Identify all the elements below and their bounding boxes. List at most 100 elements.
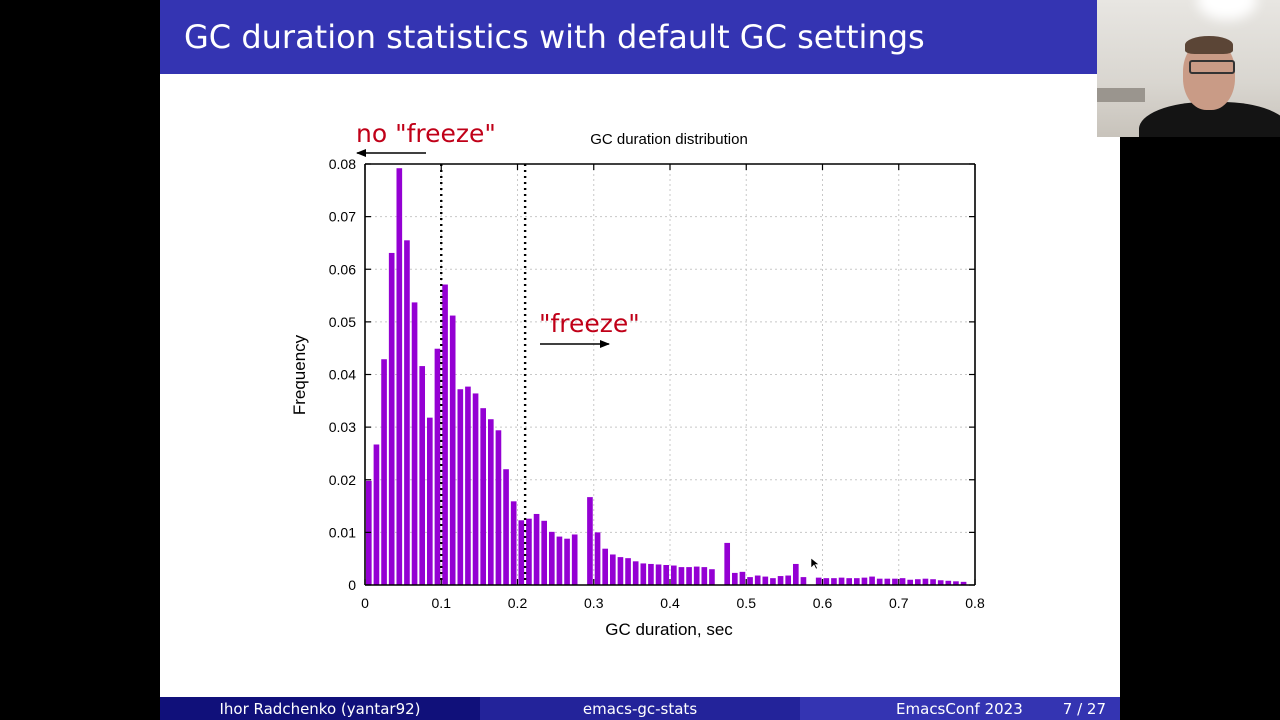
histogram-bar [846, 578, 853, 585]
histogram-bar [396, 168, 403, 585]
histogram-bar [457, 389, 464, 585]
histogram-bar [472, 393, 479, 585]
histogram-bar [663, 565, 670, 585]
histogram-bar [609, 554, 616, 585]
histogram-bar [487, 419, 494, 585]
histogram-bar [884, 578, 891, 585]
y-tick-label: 0.07 [329, 209, 356, 225]
histogram-bar [510, 501, 517, 585]
histogram-bar [914, 579, 921, 585]
freeze-annotation: "freeze" [539, 309, 640, 338]
histogram-bar [670, 565, 677, 585]
histogram-bar [411, 302, 418, 585]
histogram-bar [648, 563, 654, 585]
y-axis-label: Frequency [290, 334, 309, 415]
histogram-bar [655, 564, 662, 585]
histogram-bar [434, 348, 441, 585]
histogram-bar [602, 548, 609, 585]
histogram-bar [480, 408, 487, 585]
histogram-bar [495, 430, 502, 585]
histogram-bar [770, 578, 776, 585]
y-tick-label: 0.06 [329, 261, 356, 277]
histogram-bar [587, 497, 593, 585]
histogram-bar [861, 577, 868, 585]
x-tick-label: 0.1 [432, 595, 452, 611]
histogram-bar [831, 578, 837, 585]
histogram-bar [686, 567, 692, 585]
histogram-bar [724, 542, 731, 585]
histogram-bar [526, 518, 532, 585]
histogram-bar [922, 578, 929, 585]
footer-conference: EmacsConf 2023 [896, 699, 1023, 718]
histogram-bar [739, 571, 746, 585]
histogram-bar [747, 577, 753, 585]
histogram-bar [823, 578, 830, 585]
y-tick-label: 0.08 [329, 156, 356, 172]
y-tick-label: 0 [348, 577, 356, 593]
x-axis-label: GC duration, sec [605, 620, 733, 639]
histogram-bar [465, 386, 471, 585]
histogram-bar [541, 520, 548, 585]
histogram-bar [419, 366, 426, 585]
chart-title: GC duration distribution [590, 131, 748, 148]
histogram-bar [892, 578, 898, 585]
histogram-bar [937, 580, 944, 585]
histogram-bar [930, 579, 936, 585]
histogram-bar [373, 444, 380, 585]
slide-title: GC duration statistics with default GC s… [184, 18, 925, 56]
histogram-bar [869, 576, 875, 585]
histogram-bar [632, 561, 639, 585]
histogram-bar [960, 581, 967, 585]
histogram-bar [678, 567, 685, 585]
x-tick-label: 0.4 [660, 595, 680, 611]
histogram-bar [777, 576, 784, 585]
x-tick-label: 0.2 [508, 595, 528, 611]
footer-author: Ihor Radchenko (yantar92) [160, 697, 480, 720]
histogram-bar [548, 531, 555, 585]
histogram-bar [838, 577, 845, 585]
histogram-bar [404, 240, 410, 585]
histogram-bar [907, 579, 914, 585]
histogram-bar [899, 578, 906, 585]
histogram-bar [754, 575, 761, 585]
page-number: 7 / 27 [1062, 699, 1106, 718]
footer-short-title: emacs-gc-stats [480, 697, 800, 720]
histogram-bar [945, 580, 952, 585]
histogram-bars [365, 168, 967, 585]
histogram-bar [381, 359, 387, 585]
histogram-bar [853, 578, 860, 585]
histogram-bar [815, 577, 822, 585]
x-tick-label: 0.3 [584, 595, 604, 611]
webcam-video [1097, 0, 1280, 137]
histogram-bar [709, 569, 715, 585]
histogram-bar [785, 575, 792, 585]
histogram-bar [442, 284, 448, 585]
histogram-bar [701, 567, 708, 585]
histogram-bar [953, 581, 959, 585]
slide: GC duration statistics with default GC s… [160, 0, 1120, 720]
y-tick-label: 0.03 [329, 419, 356, 435]
histogram-bar [449, 315, 456, 585]
y-tick-label: 0.04 [329, 367, 356, 383]
histogram-bar [693, 566, 700, 585]
x-tick-label: 0 [361, 595, 369, 611]
x-tick-label: 0.7 [889, 595, 909, 611]
histogram-bar [876, 578, 883, 585]
axes: 0 0.01 0.02 0.03 0.04 0.05 0.06 0.07 0.08 0 0.1 0.2… [329, 156, 985, 611]
grid-lines [365, 163, 975, 585]
footer-right: EmacsConf 2023 7 / 27 [800, 697, 1120, 720]
threshold-lines [440, 164, 527, 585]
title-bar: GC duration statistics with default GC s… [160, 0, 1097, 74]
histogram-bar [564, 538, 570, 585]
x-tick-label: 0.8 [965, 595, 985, 611]
histogram-bar [625, 558, 631, 585]
histogram-bar [762, 576, 769, 585]
histogram-bar [617, 557, 624, 585]
footer: Ihor Radchenko (yantar92) emacs-gc-stats… [160, 697, 1120, 720]
mouse-cursor-icon [810, 557, 820, 570]
histogram-bar [533, 513, 540, 585]
x-tick-label: 0.6 [813, 595, 833, 611]
histogram-bar [571, 534, 578, 585]
y-tick-label: 0.05 [329, 314, 356, 330]
y-tick-label: 0.02 [329, 472, 356, 488]
